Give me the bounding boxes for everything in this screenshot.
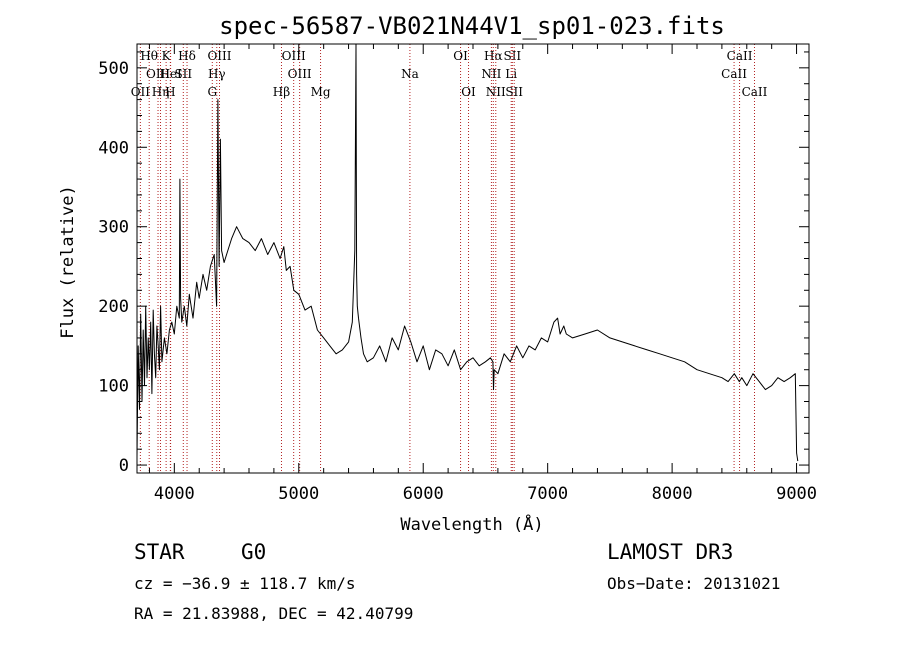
spectral-line-label: OIII <box>207 49 231 63</box>
y-tick-label: 400 <box>98 138 129 158</box>
coordinates-text: RA = 21.83988, DEC = 42.40799 <box>134 604 414 623</box>
spectral-line-label: OIII <box>146 67 170 81</box>
spectral-line-label: NII <box>486 85 506 99</box>
spectral-line-label: OI <box>453 49 468 63</box>
spectral-line-label: Hη <box>152 85 170 99</box>
chart-title: spec-56587-VB021N44V1_sp01-023.fits <box>219 12 725 40</box>
redshift-text: cz = −36.9 ± 118.7 km/s <box>134 574 356 593</box>
spectral-line-label: Mg <box>311 85 331 99</box>
flux-series-line <box>136 43 799 462</box>
spectral-line-label: NII <box>481 67 501 81</box>
spectral-line-label: OI <box>461 85 476 99</box>
axis-ticks: 4000 5000 6000 7000 8000 9000 0 100 200 300 400 500 <box>98 44 817 504</box>
y-tick-label: 0 <box>119 456 129 476</box>
spectral-line-label: H <box>165 85 175 99</box>
y-axis-label: Flux (relative) <box>58 185 78 339</box>
spectral-line-label: K <box>162 49 172 63</box>
plot-frame <box>136 43 810 474</box>
spectral-line-label: Na <box>401 67 419 81</box>
plot-area <box>136 43 810 474</box>
spectral-line-label: Hθ <box>140 49 158 63</box>
spectral-line-label: OIII <box>288 67 312 81</box>
x-tick-label: 9000 <box>776 484 817 504</box>
spectral-line-label: SII <box>503 49 521 63</box>
y-tick-label: 500 <box>98 59 129 79</box>
spectral-line-label: CaII <box>727 49 753 63</box>
y-tick-label: 200 <box>98 297 129 317</box>
y-tick-label: 100 <box>98 377 129 397</box>
spectral-line-label: Li <box>505 67 517 81</box>
x-tick-label: 6000 <box>403 484 444 504</box>
x-tick-label: 8000 <box>652 484 693 504</box>
spectral-line-label: Hβ <box>273 85 290 99</box>
object-subclass: G0 <box>241 540 267 564</box>
y-tick-label: 300 <box>98 218 129 238</box>
object-class: STAR <box>134 540 185 564</box>
spectral-line-label: Hγ <box>208 67 226 81</box>
x-tick-label: 4000 <box>154 484 195 504</box>
x-tick-label: 7000 <box>527 484 568 504</box>
x-tick-label: 5000 <box>278 484 319 504</box>
spectral-line-label: CaII <box>742 85 768 99</box>
spectral-line-label: SII <box>505 85 523 99</box>
spectral-line-label: G <box>207 85 217 99</box>
spectral-line-label: SII <box>174 67 192 81</box>
spectral-line-label: Hδ <box>178 49 196 63</box>
spectral-line-label: Hα <box>484 49 503 63</box>
spectral-line-label: CaII <box>721 67 747 81</box>
survey-label: LAMOST DR3 <box>607 540 734 564</box>
spectral-line-label: OIII <box>282 49 306 63</box>
spectral-line-label: OII <box>131 85 151 99</box>
x-axis-label: Wavelength (Å) <box>400 513 543 535</box>
obs-date-text: Obs−Date: 20131021 <box>607 574 781 593</box>
